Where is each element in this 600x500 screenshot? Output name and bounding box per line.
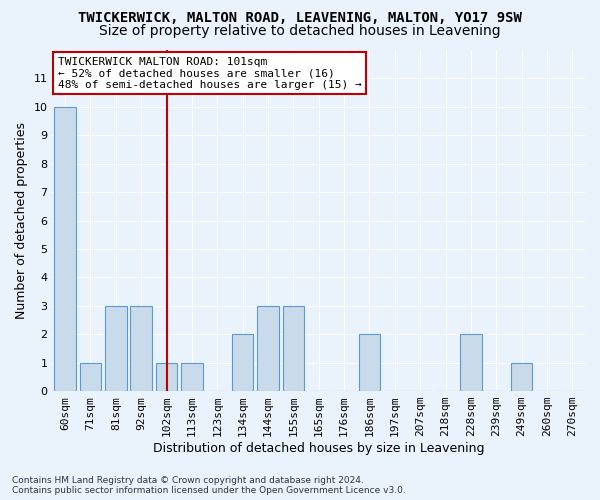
Bar — [257, 306, 279, 391]
Text: Size of property relative to detached houses in Leavening: Size of property relative to detached ho… — [99, 24, 501, 38]
Bar — [511, 362, 532, 391]
Bar — [460, 334, 482, 391]
Bar — [55, 107, 76, 391]
Text: TWICKERWICK MALTON ROAD: 101sqm
← 52% of detached houses are smaller (16)
48% of: TWICKERWICK MALTON ROAD: 101sqm ← 52% of… — [58, 57, 361, 90]
Bar — [232, 334, 253, 391]
Bar — [105, 306, 127, 391]
Bar — [156, 362, 178, 391]
Bar — [181, 362, 203, 391]
Text: Contains HM Land Registry data © Crown copyright and database right 2024.
Contai: Contains HM Land Registry data © Crown c… — [12, 476, 406, 495]
X-axis label: Distribution of detached houses by size in Leavening: Distribution of detached houses by size … — [153, 442, 484, 455]
Bar — [359, 334, 380, 391]
Text: TWICKERWICK, MALTON ROAD, LEAVENING, MALTON, YO17 9SW: TWICKERWICK, MALTON ROAD, LEAVENING, MAL… — [78, 12, 522, 26]
Bar — [130, 306, 152, 391]
Bar — [283, 306, 304, 391]
Bar — [80, 362, 101, 391]
Y-axis label: Number of detached properties: Number of detached properties — [15, 122, 28, 319]
